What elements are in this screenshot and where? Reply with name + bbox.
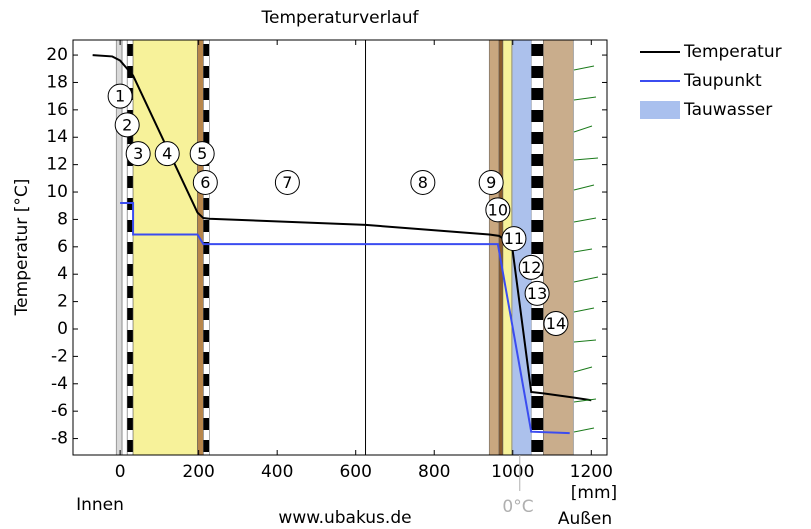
layer-number: 8: [418, 173, 428, 192]
legend-label: Taupunkt: [683, 71, 762, 91]
layer-number: 5: [197, 144, 207, 163]
series-line: [120, 201, 570, 435]
legend-swatch: [640, 101, 680, 119]
y-axis-label: Temperatur [°C]: [12, 179, 32, 317]
wall-layer: [132, 40, 198, 455]
layer-marker: [125, 141, 151, 167]
y-tick-label: 20: [46, 45, 68, 65]
outer-label: Außen: [558, 509, 612, 529]
y-tick-label: 14: [46, 127, 68, 147]
inner-label: Innen: [76, 495, 124, 515]
x-tick-label: 400: [261, 462, 293, 482]
layer-marker: [478, 169, 504, 195]
wall-layer: [543, 40, 574, 455]
layer-marker: [154, 141, 180, 167]
layer-number: 4: [162, 144, 172, 163]
plot-frame: [72, 39, 608, 456]
y-tick-label: 16: [46, 100, 68, 120]
series-line: [92, 54, 592, 402]
legend-label: Temperatur: [683, 42, 782, 62]
y-tick-label: 2: [57, 292, 68, 312]
layer-number: 6: [200, 173, 210, 192]
layer-number: 14: [546, 314, 566, 333]
layer-number: 3: [133, 144, 143, 163]
layer-marker: [501, 226, 527, 252]
layer-marker: [518, 254, 544, 280]
layer-number: 7: [282, 173, 292, 192]
x-tick-label: 1200: [570, 462, 613, 482]
y-tick-label: 18: [46, 72, 68, 92]
wall-layer: [197, 40, 204, 455]
layer-marker: [114, 112, 140, 138]
layer-marker: [192, 169, 218, 195]
layer-marker: [485, 197, 511, 223]
y-tick-label: 4: [57, 264, 68, 284]
wall-layer: [203, 40, 210, 455]
layer-number: 11: [504, 229, 524, 248]
layer-number: 1: [115, 87, 125, 106]
y-tick-label: 0: [57, 319, 68, 339]
layer-number: 13: [527, 284, 547, 303]
layer-marker: [274, 169, 300, 195]
layer-number: 10: [488, 200, 508, 219]
chart-title: Temperaturverlauf: [260, 8, 419, 28]
y-tick-label: -8: [51, 429, 68, 449]
layer-marker: [410, 169, 436, 195]
layer-marker: [543, 311, 569, 337]
watermark: www.ubakus.de: [278, 508, 411, 528]
x-tick-label: 200: [182, 462, 214, 482]
layer-marker: [524, 280, 550, 306]
y-tick-label: -2: [51, 346, 68, 366]
vegetation: [573, 65, 599, 433]
plot-area: [92, 40, 592, 455]
layer-number: 12: [521, 258, 541, 277]
layer-number: 9: [486, 173, 496, 192]
zero-label: 0°C: [502, 497, 533, 517]
y-tick-label: 10: [46, 182, 68, 202]
wall-layer: [498, 40, 504, 455]
y-tick-label: -6: [51, 401, 68, 421]
y-tick-label: 12: [46, 155, 68, 175]
x-tick-label: 1000: [491, 462, 534, 482]
legend-label: Tauwasser: [683, 100, 772, 120]
x-tick-label: 800: [418, 462, 450, 482]
x-tick-label: 0: [115, 462, 126, 482]
layer-number: 2: [122, 115, 132, 134]
layer-marker: [107, 83, 133, 109]
y-tick-label: 8: [57, 209, 68, 229]
y-tick-label: 6: [57, 237, 68, 257]
layer-marker: [189, 141, 215, 167]
y-tick-label: -4: [51, 374, 68, 394]
x-unit-label: [mm]: [571, 483, 617, 503]
x-tick-label: 600: [339, 462, 371, 482]
